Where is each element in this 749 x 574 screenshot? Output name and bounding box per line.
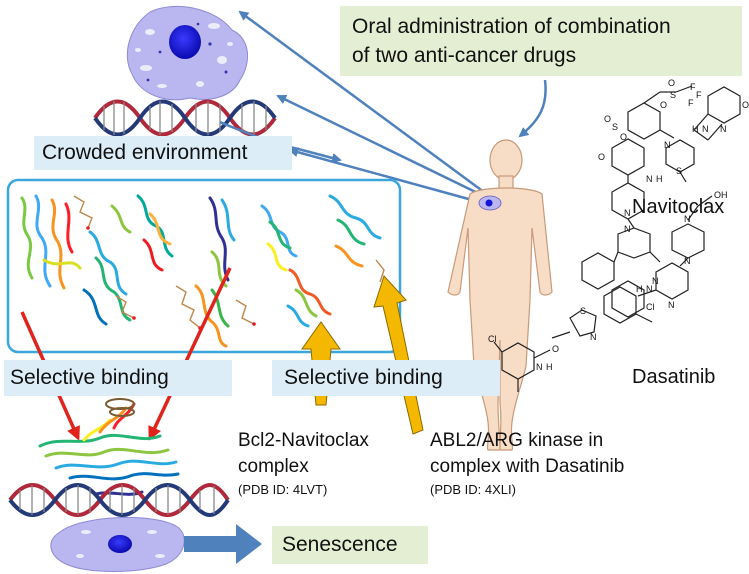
abl2-line-1: ABL2/ARG kinase in <box>430 430 604 451</box>
atom-label: N <box>624 208 631 218</box>
selective-binding-right: Selective binding <box>272 360 500 396</box>
bcl2-line-2: complex <box>238 456 309 477</box>
senescence-box: Senescence <box>272 526 428 564</box>
abl2-label: ABL2/ARG kinase in complex with Dasatini… <box>430 428 624 500</box>
atom-label: F <box>688 98 694 108</box>
atom-label: Cl <box>646 302 655 312</box>
atom-label: O <box>552 344 560 354</box>
human-body <box>447 139 553 451</box>
atom-label: OH <box>714 190 728 200</box>
atom-label: O <box>660 100 668 110</box>
atom-label: S <box>670 90 677 100</box>
atom-label: S <box>612 122 619 132</box>
atom-label: N <box>536 362 543 372</box>
abl2-pdb-id: (PDB ID: 4XLI) <box>430 482 516 497</box>
atom-label: N <box>624 224 631 234</box>
protein-complex <box>38 398 180 496</box>
atom-label: N <box>664 140 671 150</box>
atom-label: Cl <box>488 334 497 344</box>
cell-top <box>126 5 249 101</box>
atom-label: S <box>580 306 587 316</box>
crowded-environment-label: Crowded environment <box>34 136 292 170</box>
atom-label: H <box>692 124 699 134</box>
atom-label: H <box>636 284 643 294</box>
abl2-line-2: complex with Dasatinib <box>430 456 625 477</box>
crowded-environment-box <box>6 178 402 354</box>
navitoclax-name: Navitoclax <box>632 196 725 218</box>
atom-label: F <box>696 90 702 100</box>
oral-administration-box: Oral administration of combination of tw… <box>340 6 742 76</box>
dna-top <box>93 99 277 137</box>
atom-label: F <box>690 82 696 92</box>
atom-label: O <box>742 100 749 110</box>
atom-label: N <box>668 300 675 310</box>
atom-label: H <box>656 174 663 184</box>
cell-bottom <box>50 516 185 572</box>
atom-label: N <box>702 124 709 134</box>
oral-line-2: of two anti-cancer drugs <box>352 44 577 67</box>
navitoclax-structure <box>581 85 741 318</box>
atom-label: N <box>684 214 691 224</box>
atom-label: N <box>684 256 691 266</box>
atom-label: O <box>598 152 606 162</box>
dasatinib-structure <box>493 195 713 392</box>
oral-line-1: Oral administration of combination <box>352 15 671 38</box>
selective-binding-left: Selective binding <box>4 360 232 396</box>
atom-label: N <box>590 332 597 342</box>
bcl2-pdb-id: (PDB ID: 4LVT) <box>238 482 328 497</box>
atom-label: N <box>720 124 727 134</box>
atom-label: O <box>668 78 676 88</box>
bcl2-label: Bcl2-Navitoclax complex (PDB ID: 4LVT) <box>238 428 369 500</box>
nucleus-bottom <box>108 535 132 553</box>
crowded-molecules <box>20 194 385 348</box>
atom-label: O <box>620 132 628 142</box>
atom-label: N <box>652 276 659 286</box>
nucleus-top <box>169 25 201 59</box>
senescence-arrow <box>184 524 262 564</box>
chest-cell-icon <box>478 195 502 211</box>
atom-label: S <box>676 166 683 176</box>
atom-label: O <box>604 114 612 124</box>
dna-bottom <box>8 483 230 517</box>
dasatinib-name: Dasatinib <box>632 366 716 388</box>
atom-label: H <box>546 362 553 372</box>
atom-label: N <box>646 284 653 294</box>
atom-label: N <box>646 174 653 184</box>
bcl2-line-1: Bcl2-Navitoclax <box>238 430 369 451</box>
